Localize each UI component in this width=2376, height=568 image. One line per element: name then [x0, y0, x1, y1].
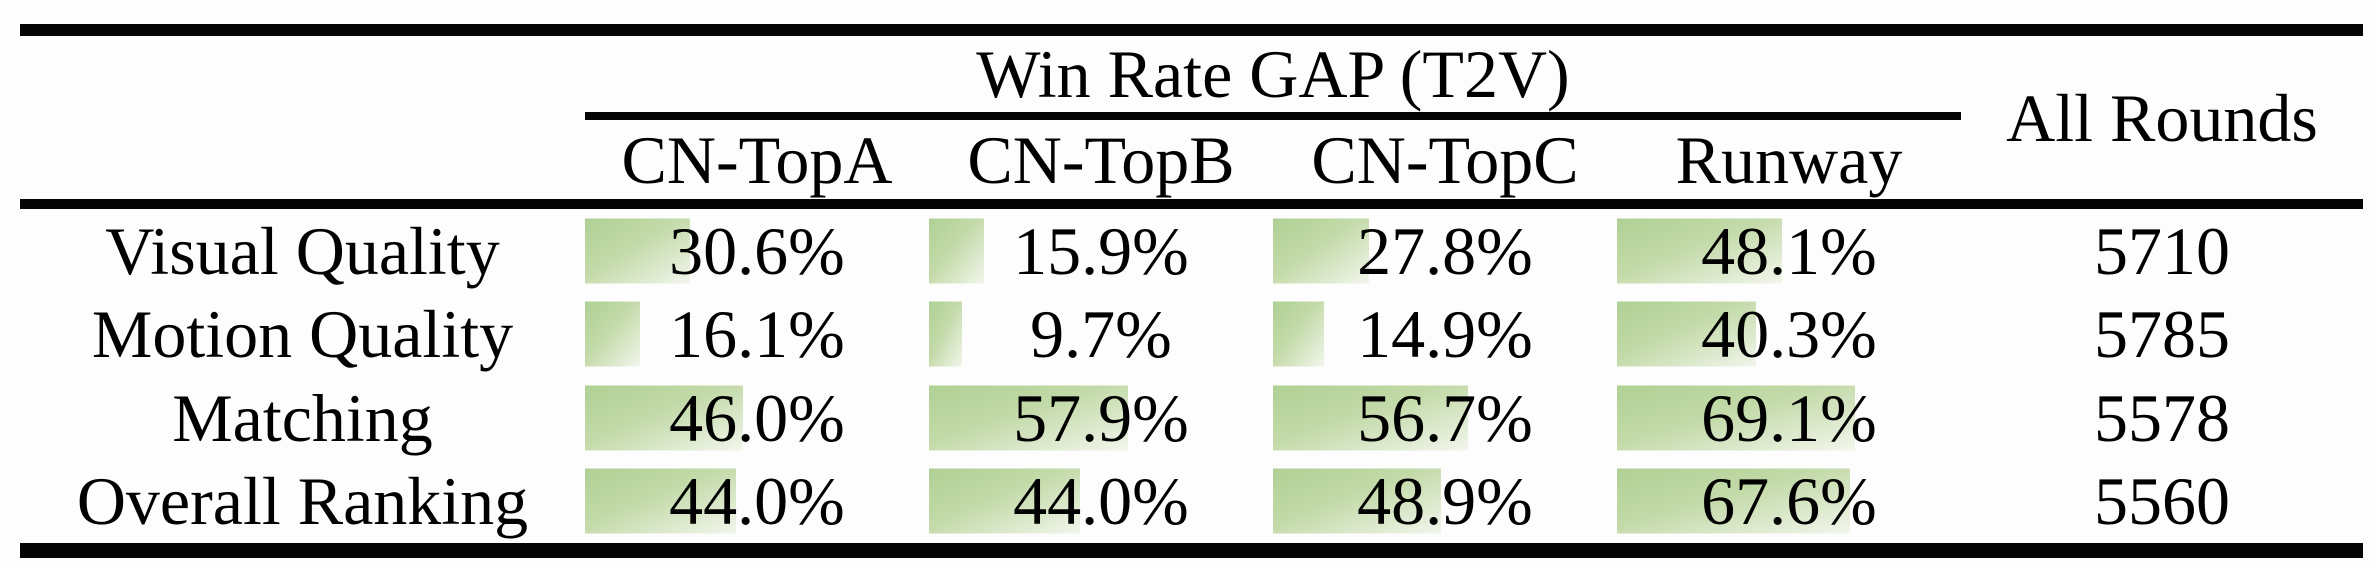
win-rate-cell: 48.1% — [1617, 209, 1961, 293]
all-rounds-value: 5578 — [2094, 379, 2230, 456]
group-header-label: Win Rate GAP (T2V) — [976, 36, 1570, 112]
column-header-cn-topa: CN-TopA — [585, 120, 929, 199]
all-rounds-value: 5560 — [2094, 463, 2230, 540]
all-rounds-value: 5785 — [2094, 296, 2230, 373]
column-header-cn-topb: CN-TopB — [929, 120, 1273, 199]
win-rate-bar — [585, 385, 744, 451]
results-table: Win Rate GAP (T2V) All Rounds CN-TopA CN… — [20, 24, 2363, 558]
corner-empty-cell — [20, 36, 585, 199]
row-label: Overall Ranking — [20, 460, 585, 544]
all-rounds-cell: 5785 — [1961, 293, 2363, 377]
win-rate-bar — [1617, 468, 1850, 534]
row-label-text: Visual Quality — [105, 212, 500, 289]
win-rate-cell: 44.0% — [929, 460, 1273, 544]
win-rate-bar — [585, 301, 641, 367]
win-rate-value: 16.1% — [669, 296, 845, 373]
win-rate-value: 14.9% — [1357, 296, 1533, 373]
all-rounds-cell: 5560 — [1961, 460, 2363, 544]
win-rate-bar — [1273, 218, 1369, 284]
win-rate-value: 44.0% — [669, 463, 845, 540]
row-label: Matching — [20, 376, 585, 460]
win-rate-cell: 57.9% — [929, 376, 1273, 460]
all-rounds-value: 5710 — [2094, 212, 2230, 289]
table-row-motion-quality: Motion Quality 16.1% 9.7% 14.9% 40.3% — [20, 293, 2363, 377]
win-rate-cell: 40.3% — [1617, 293, 1961, 377]
win-rate-cell: 69.1% — [1617, 376, 1961, 460]
win-rate-cell: 30.6% — [585, 209, 929, 293]
row-label: Visual Quality — [20, 209, 585, 293]
win-rate-bar — [1617, 301, 1756, 367]
win-rate-value: 48.1% — [1701, 212, 1877, 289]
win-rate-cell: 67.6% — [1617, 460, 1961, 544]
win-rate-cell: 14.9% — [1273, 293, 1617, 377]
win-rate-value: 57.9% — [1013, 379, 1189, 456]
win-rate-cell: 15.9% — [929, 209, 1273, 293]
header-body-rule — [20, 199, 2363, 209]
win-rate-cell: 9.7% — [929, 293, 1273, 377]
win-rate-cell: 48.9% — [1273, 460, 1617, 544]
row-label-text: Overall Ranking — [76, 463, 529, 540]
row-label-text: Motion Quality — [91, 296, 514, 373]
win-rate-value: 9.7% — [1030, 296, 1172, 373]
win-rate-bar — [585, 468, 737, 534]
column-header-label: CN-TopA — [621, 121, 893, 198]
top-rule — [20, 24, 2363, 36]
column-header-label: CN-TopB — [967, 121, 1235, 198]
column-header-label: CN-TopC — [1311, 121, 1579, 198]
win-rate-value: 56.7% — [1357, 379, 1533, 456]
table-row-overall-ranking: Overall Ranking 44.0% 44.0% 48.9% 67.6% — [20, 460, 2363, 544]
all-rounds-cell: 5578 — [1961, 376, 2363, 460]
win-rate-cell: 27.8% — [1273, 209, 1617, 293]
win-rate-value: 67.6% — [1701, 463, 1877, 540]
win-rate-bar — [585, 218, 691, 284]
column-header-label: Runway — [1675, 121, 1903, 198]
win-rate-bar — [1273, 385, 1469, 451]
row-label-text: Matching — [172, 379, 433, 456]
bottom-rule — [20, 543, 2363, 558]
win-rate-bar — [1273, 468, 1442, 534]
table-header: Win Rate GAP (T2V) All Rounds CN-TopA CN… — [20, 36, 2363, 199]
column-header-cn-topc: CN-TopC — [1273, 120, 1617, 199]
win-rate-cell: 56.7% — [1273, 376, 1617, 460]
win-rate-value: 44.0% — [1013, 463, 1189, 540]
win-rate-bar — [929, 301, 963, 367]
column-header-runway: Runway — [1617, 120, 1961, 199]
table-body: Visual Quality 30.6% 15.9% 27.8% 48.1% — [20, 209, 2363, 543]
table-row-visual-quality: Visual Quality 30.6% 15.9% 27.8% 48.1% — [20, 209, 2363, 293]
win-rate-cell: 46.0% — [585, 376, 929, 460]
group-header-cell: Win Rate GAP (T2V) — [585, 36, 1961, 120]
all-rounds-header-label: All Rounds — [2006, 79, 2318, 156]
win-rate-bar — [929, 468, 1081, 534]
row-label: Motion Quality — [20, 293, 585, 377]
win-rate-bar — [1617, 385, 1855, 451]
win-rate-value: 15.9% — [1013, 212, 1189, 289]
win-rate-value: 69.1% — [1701, 379, 1877, 456]
win-rate-bar — [929, 218, 984, 284]
win-rate-value: 40.3% — [1701, 296, 1877, 373]
table-row-matching: Matching 46.0% 57.9% 56.7% 69.1% — [20, 376, 2363, 460]
win-rate-value: 48.9% — [1357, 463, 1533, 540]
win-rate-cell: 44.0% — [585, 460, 929, 544]
win-rate-value: 27.8% — [1357, 212, 1533, 289]
win-rate-cell: 16.1% — [585, 293, 929, 377]
win-rate-value: 30.6% — [669, 212, 845, 289]
win-rate-bar — [929, 385, 1129, 451]
win-rate-bar — [1273, 301, 1325, 367]
win-rate-value: 46.0% — [669, 379, 845, 456]
all-rounds-cell: 5710 — [1961, 209, 2363, 293]
win-rate-bar — [1617, 218, 1783, 284]
all-rounds-header-cell: All Rounds — [1961, 36, 2363, 199]
